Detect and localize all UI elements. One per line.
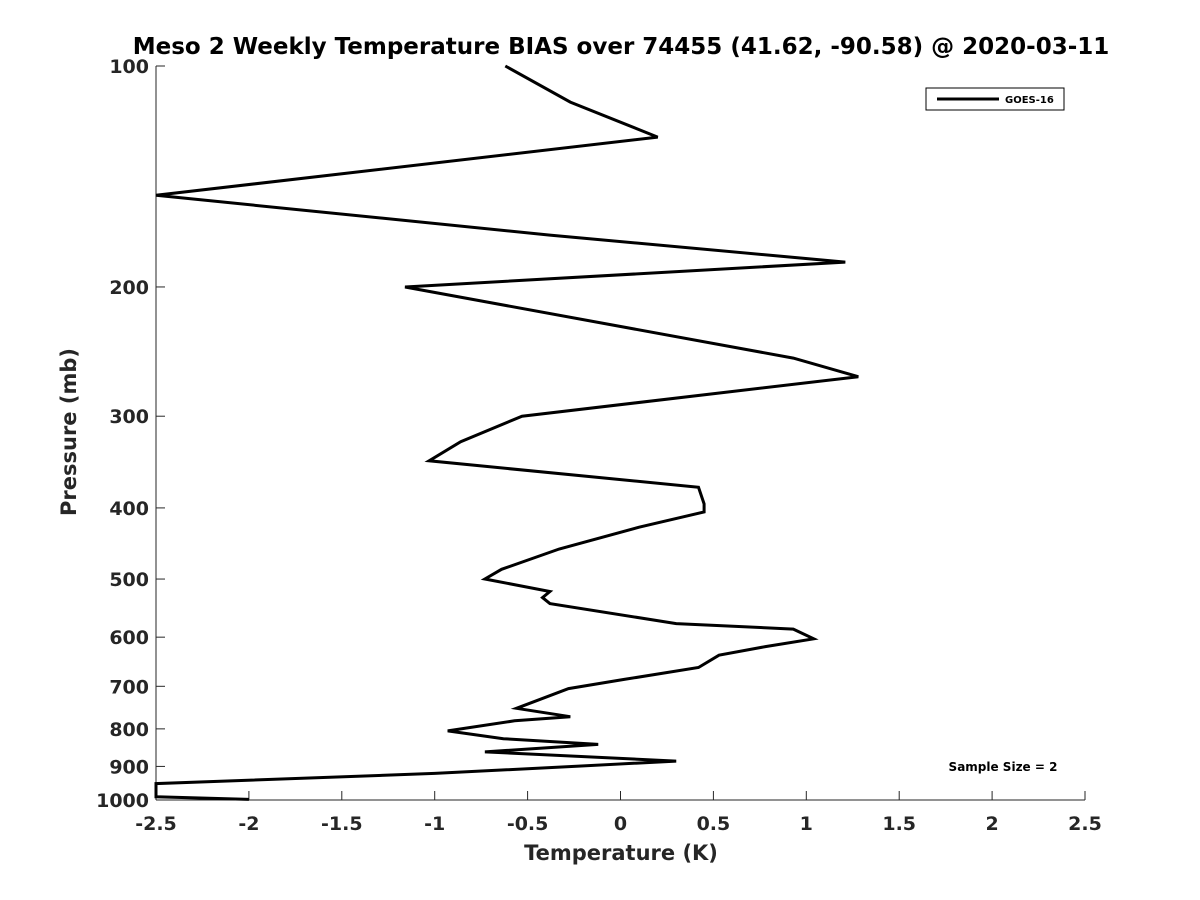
y-tick-label: 1000 <box>96 790 149 812</box>
sample-size-annotation: Sample Size = 2 <box>949 760 1058 774</box>
legend: GOES-16 <box>925 87 1065 111</box>
y-tick-label: 600 <box>109 627 149 649</box>
x-tick-label: 2 <box>985 813 998 835</box>
x-tick-label: -2.5 <box>135 813 177 835</box>
x-ticks: -2.5 -2 -1.5 -1 -0.5 0 0.5 1 1.5 2 2.5 <box>135 791 1102 835</box>
x-tick-label: 0 <box>614 813 627 835</box>
y-ticks: 100 200 300 400 500 600 700 800 900 1000 <box>96 56 165 812</box>
series-line-goes-16 <box>154 64 859 801</box>
y-tick-label: 900 <box>109 756 149 778</box>
x-tick-label: 0.5 <box>697 813 731 835</box>
chart-title: Meso 2 Weekly Temperature BIAS over 7445… <box>133 34 1110 60</box>
x-tick-label: -1.5 <box>321 813 363 835</box>
x-tick-label: 1.5 <box>882 813 916 835</box>
y-tick-label: 500 <box>109 569 149 591</box>
x-tick-label: -1 <box>424 813 445 835</box>
x-tick-label: 2.5 <box>1068 813 1102 835</box>
legend-label-goes16: GOES-16 <box>1005 95 1054 106</box>
y-tick-label: 400 <box>109 498 149 520</box>
y-tick-label: 800 <box>109 719 149 741</box>
y-tick-label: 300 <box>109 406 149 428</box>
y-tick-label: 100 <box>109 56 149 78</box>
y-axis-label: Pressure (mb) <box>57 348 81 516</box>
plot-area <box>154 64 859 801</box>
x-tick-label: -2 <box>238 813 259 835</box>
x-axis-label: Temperature (K) <box>524 841 718 865</box>
x-tick-label: 1 <box>800 813 813 835</box>
y-tick-label: 200 <box>109 277 149 299</box>
x-tick-label: -0.5 <box>507 813 549 835</box>
y-tick-label: 700 <box>109 676 149 698</box>
